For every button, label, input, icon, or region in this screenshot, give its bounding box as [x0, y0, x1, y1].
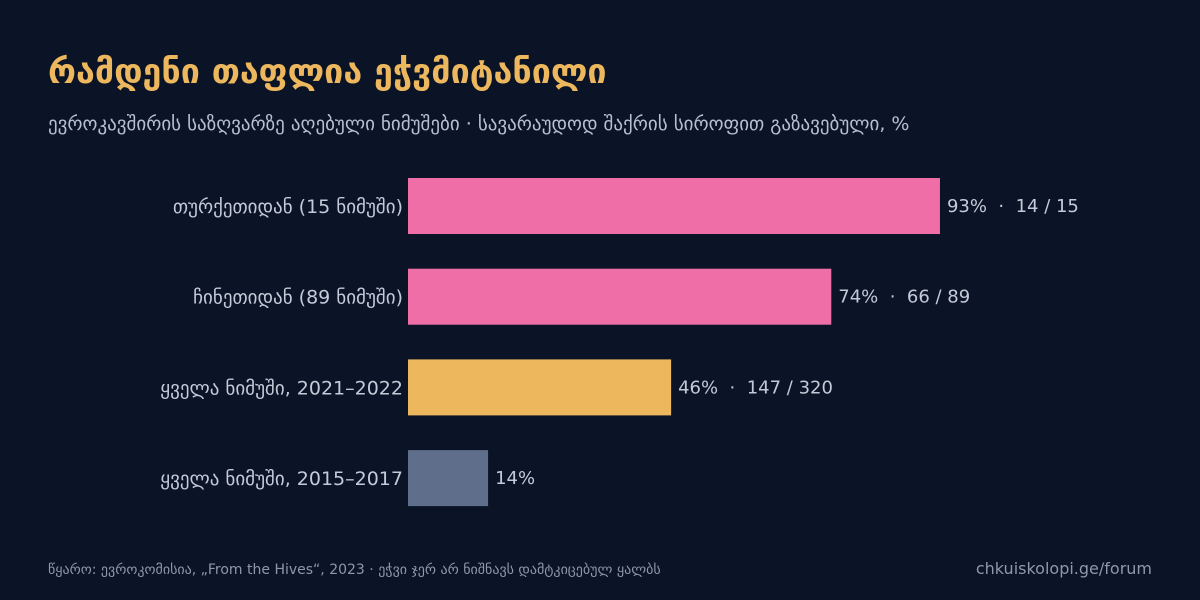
chart-title: რამდენი თაფლია ეჭვმიტანილი: [48, 52, 607, 92]
value-label: 93% · 14 / 15: [947, 196, 1079, 217]
category-label: ჩინეთიდან (89 ნიმუში): [193, 287, 403, 309]
bar: [408, 450, 489, 507]
bar: [408, 178, 940, 234]
value-label: 74% · 66 / 89: [838, 287, 970, 308]
chart-subtitle: ევროკავშირის საზღვარზე აღებული ნიმუშები …: [48, 113, 910, 135]
value-label: 14%: [495, 468, 535, 489]
source-note: წყარო: ევროკომისია, „From the Hives“, 20…: [48, 562, 661, 578]
bar: [408, 268, 832, 325]
bar: [408, 359, 672, 416]
site-link[interactable]: chkuiskolopi.ge/forum: [975, 559, 1152, 578]
category-label: ყველა ნიმუში, 2021–2022: [160, 377, 403, 399]
category-label: თურქეთიდან (15 ნიმუში): [173, 196, 403, 218]
category-label: ყველა ნიმუში, 2015–2017: [160, 468, 403, 490]
value-label: 46% · 147 / 320: [678, 377, 833, 398]
